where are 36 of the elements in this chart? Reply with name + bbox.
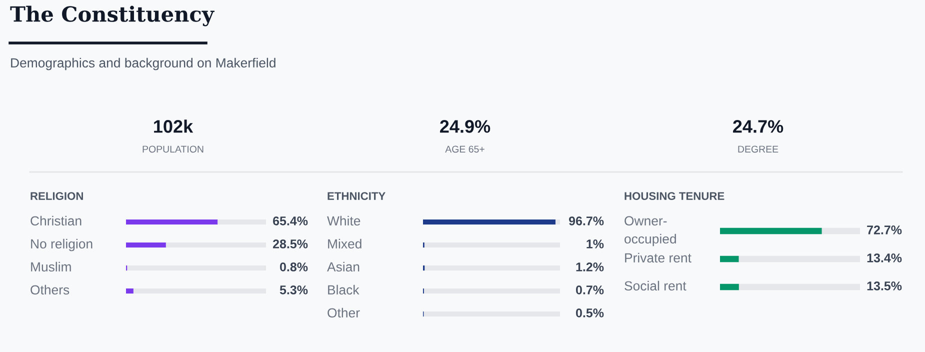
y-tick-label: White <box>327 216 360 226</box>
y-tick-label: Social rent <box>624 280 686 291</box>
data-label: 0.8% <box>280 262 308 272</box>
text: AGE 65+ <box>445 146 484 153</box>
data-label: 1.2% <box>576 262 604 272</box>
text: 24.9% <box>440 120 490 133</box>
chart-title: ETHNICITY <box>328 192 386 200</box>
data-label: 5.3% <box>280 286 308 294</box>
data-label: 72.7% <box>867 226 902 234</box>
data-label: 0.5% <box>576 308 604 318</box>
text: 102k <box>154 120 194 133</box>
y-tick-label: Owner-occupied <box>624 216 676 246</box>
bar <box>126 288 134 294</box>
y-tick-label: No religion <box>31 238 92 252</box>
data-label: 96.7% <box>568 216 604 226</box>
y-tick-label: Asian <box>327 262 360 272</box>
text: The Constituency <box>10 6 215 26</box>
text: Demographics and background on Makerfield <box>11 58 276 70</box>
y-tick-label: Other <box>328 308 360 318</box>
y-tick-label: Muslim <box>31 262 71 272</box>
chart-title: RELIGION <box>30 192 83 200</box>
data-label: 13.5% <box>867 282 902 290</box>
data-label: 65.4% <box>273 216 308 226</box>
data-label: 28.5% <box>272 240 308 248</box>
text: POPULATION <box>142 146 204 153</box>
y-tick-label: Mixed <box>328 238 362 249</box>
data-label: 1% <box>586 240 604 248</box>
y-tick-label: Others <box>30 284 70 295</box>
text: 24.7% <box>733 120 784 133</box>
y-tick-label: Black <box>328 284 360 295</box>
y-tick-label: Christian <box>30 216 82 226</box>
data-label: 0.7% <box>576 286 604 294</box>
text: DEGREE <box>738 146 778 153</box>
chart-title: HOUSING TENURE <box>624 192 724 200</box>
y-tick-label: Private rent <box>625 252 692 263</box>
data-label: 13.4% <box>867 254 902 262</box>
